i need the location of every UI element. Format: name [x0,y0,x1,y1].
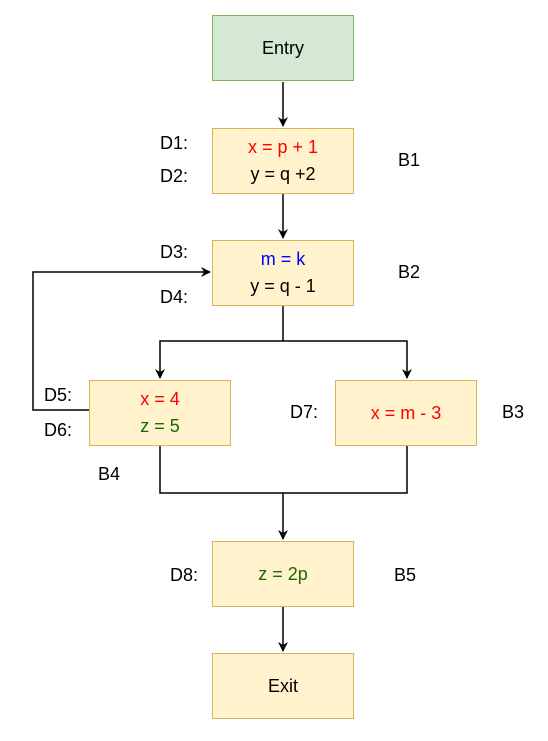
b1-line-2: y = q +2 [250,164,316,184]
def-label-d1: D1: [160,133,189,153]
block-b2: m = k y = q - 1 [212,240,354,306]
edge-b3-merge [283,446,408,494]
def-label-d7: D7: [290,402,319,422]
b3-line-1: x = m - 3 [370,402,442,423]
def-label-d4: D4: [160,287,189,307]
def-label-d3: D3: [160,242,189,262]
block-name-b4: B4 [98,464,121,484]
def-label-d5: D5: [44,385,73,405]
block-name-b1: B1 [398,150,421,170]
entry-label: Entry [261,37,304,58]
block-b1: x = p + 1 y = q +2 [212,128,354,194]
block-name-b3: B3 [502,402,525,422]
edge-b2-b4 [155,340,283,379]
edge-b2-b3 [283,340,412,379]
b4-line-1: x = 4 [140,389,180,409]
b2-line-2: y = q - 1 [250,276,316,296]
def-label-d8: D8: [170,565,199,585]
block-b3: x = m - 3 [335,380,477,446]
edge-b4-b2-loop [32,267,211,411]
b2-line-1: m = k [260,249,306,269]
def-label-d6: D6: [44,420,73,440]
edges [32,82,412,652]
block-name-b5: B5 [394,565,417,585]
exit-node: Exit [212,653,354,719]
block-b4: x = 4 z = 5 [89,380,231,446]
entry-node: Entry [212,15,354,81]
def-label-d2: D2: [160,166,189,186]
b1-line-1: x = p + 1 [247,137,319,157]
edge-b4-merge [159,446,283,494]
block-name-b2: B2 [398,262,421,282]
b5-line-1: z = 2p [258,563,308,584]
exit-label: Exit [267,675,298,696]
b4-line-2: z = 5 [140,416,180,436]
block-b5: z = 2p [212,541,354,607]
